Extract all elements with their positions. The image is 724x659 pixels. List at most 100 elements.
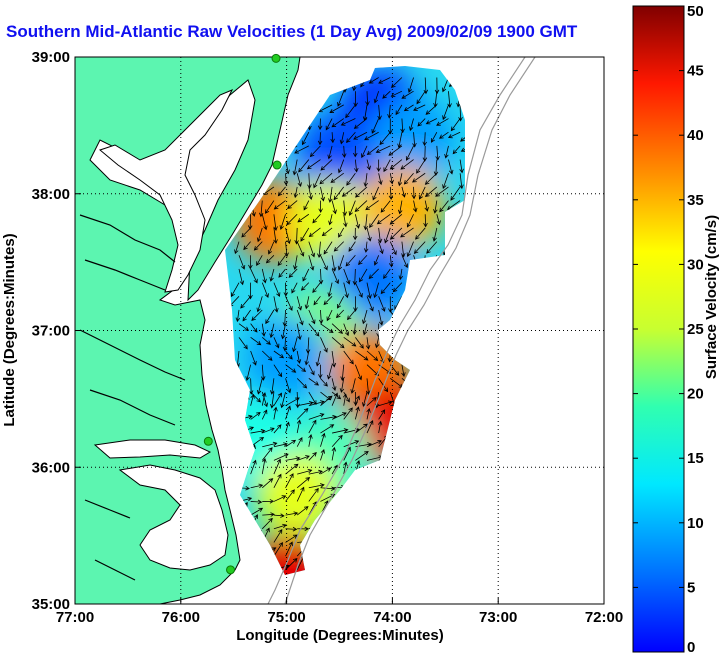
velocity-vector-494 [359,268,368,283]
velocity-vector-575 [328,214,333,226]
velocity-vector-316 [248,378,254,395]
velocity-vector-744 [329,104,344,114]
velocity-vector-298 [280,391,286,409]
velocity-vector-727 [387,118,393,135]
velocity-vector-769 [382,90,391,99]
velocity-vector-592 [273,200,286,210]
velocity-vector-765 [337,91,345,107]
velocity-vector-648 [442,173,449,190]
velocity-vector-106 [250,507,264,516]
velocity-vector-705 [364,131,379,141]
velocity-vector-591 [264,200,275,214]
colorbar-tick-label-1: 5 [687,579,695,596]
velocity-vector-428 [326,309,333,322]
velocity-vector-754 [458,104,463,122]
velocity-vector-767 [365,91,370,106]
velocity-vector-386 [331,337,345,349]
velocity-vector-485 [261,268,267,284]
velocity-vector-234 [273,424,282,434]
velocity-vector-384 [305,337,311,354]
velocity-vector-605 [433,200,438,214]
velocity-vector-636 [307,173,312,189]
velocity-vector-598 [348,200,356,216]
velocity-vector-284 [366,397,377,407]
velocity-vector-366 [343,350,354,365]
velocity-vector-512 [331,255,337,272]
velocity-vector-429 [335,309,345,319]
velocity-vector-242 [366,420,374,434]
velocity-vector-689 [435,145,440,161]
velocity-vector-214 [285,439,297,448]
velocity-vector-532 [317,241,322,259]
velocity-vector-553 [308,227,321,238]
velocity-vector-492 [343,268,351,285]
velocity-vector-448 [313,296,321,306]
velocity-vector-449 [323,296,333,306]
velocity-vector-301 [320,391,332,401]
velocity-vector-243 [377,420,383,434]
velocity-vector-748 [387,104,392,119]
velocity-vector-541 [413,241,426,254]
velocity-vector-483 [238,268,245,286]
velocity-vector-573 [297,213,310,223]
velocity-vector-212 [262,441,278,448]
velocity-vector-641 [363,173,369,188]
velocity-vector-88 [285,526,298,532]
velocity-vector-399 [238,323,250,331]
velocity-vector-691 [452,145,461,155]
velocity-vector-169 [250,459,257,475]
velocity-vector-579 [369,214,379,229]
x-axis-label: Longitude (Degrees:Minutes) [236,627,444,644]
velocity-vector-344 [326,364,333,380]
velocity-vector-383 [292,337,298,353]
velocity-vector-192 [273,453,289,461]
velocity-vector-430 [346,309,356,321]
velocity-vector-237 [308,419,317,434]
velocity-vector-750 [403,104,414,112]
velocity-vector-409 [352,323,357,336]
velocity-vector-255 [273,406,278,420]
colorbar-tick-label-3: 15 [687,450,704,467]
velocity-vector-66 [273,529,283,543]
velocity-vector-642 [378,173,383,186]
velocity-vector-678 [294,145,309,154]
velocity-vector-701 [330,132,335,144]
velocity-vector-563 [432,227,438,242]
velocity-vector-321 [308,378,320,386]
colorbar [632,5,685,653]
velocity-vector-627 [435,186,449,197]
velocity-vector-487 [278,268,286,278]
velocity-vector-593 [287,200,298,209]
velocity-vector-407 [331,323,343,334]
velocity-vector-403 [280,323,286,340]
colorbar-tick-label-8: 40 [687,127,704,144]
velocity-vector-427 [318,309,324,325]
velocity-vector-359 [261,350,273,361]
rivers [79,214,186,581]
velocity-vector-751 [413,104,426,111]
velocity-vector-422 [251,309,263,321]
velocity-vector-706 [379,131,391,146]
velocity-vector-215 [296,436,303,447]
velocity-vector-148 [250,483,264,489]
velocity-vector-447 [304,296,310,310]
velocity-vector-486 [269,268,275,282]
velocity-vector-661 [354,159,359,173]
velocity-vector-404 [296,323,302,341]
y-tick-label-1: 36:00 [32,459,70,476]
velocity-vector-572 [286,213,298,226]
velocity-vector-489 [302,268,310,282]
velocity-vector-578 [363,214,369,231]
velocity-vector-518 [401,255,409,269]
velocity-vector-337 [245,364,252,381]
velocity-vector-700 [317,132,323,146]
velocity-vector-380 [262,337,271,345]
velocity-vector-324 [339,378,345,393]
velocity-vector-338 [260,364,266,381]
velocity-vector-239 [332,428,349,434]
velocity-vector-325 [350,378,356,394]
velocity-vector-600 [365,200,379,211]
velocity-vector-444 [273,296,279,313]
colorbar-tick-label-7: 35 [687,192,704,209]
colorbar-tick-label-2: 10 [687,515,704,532]
